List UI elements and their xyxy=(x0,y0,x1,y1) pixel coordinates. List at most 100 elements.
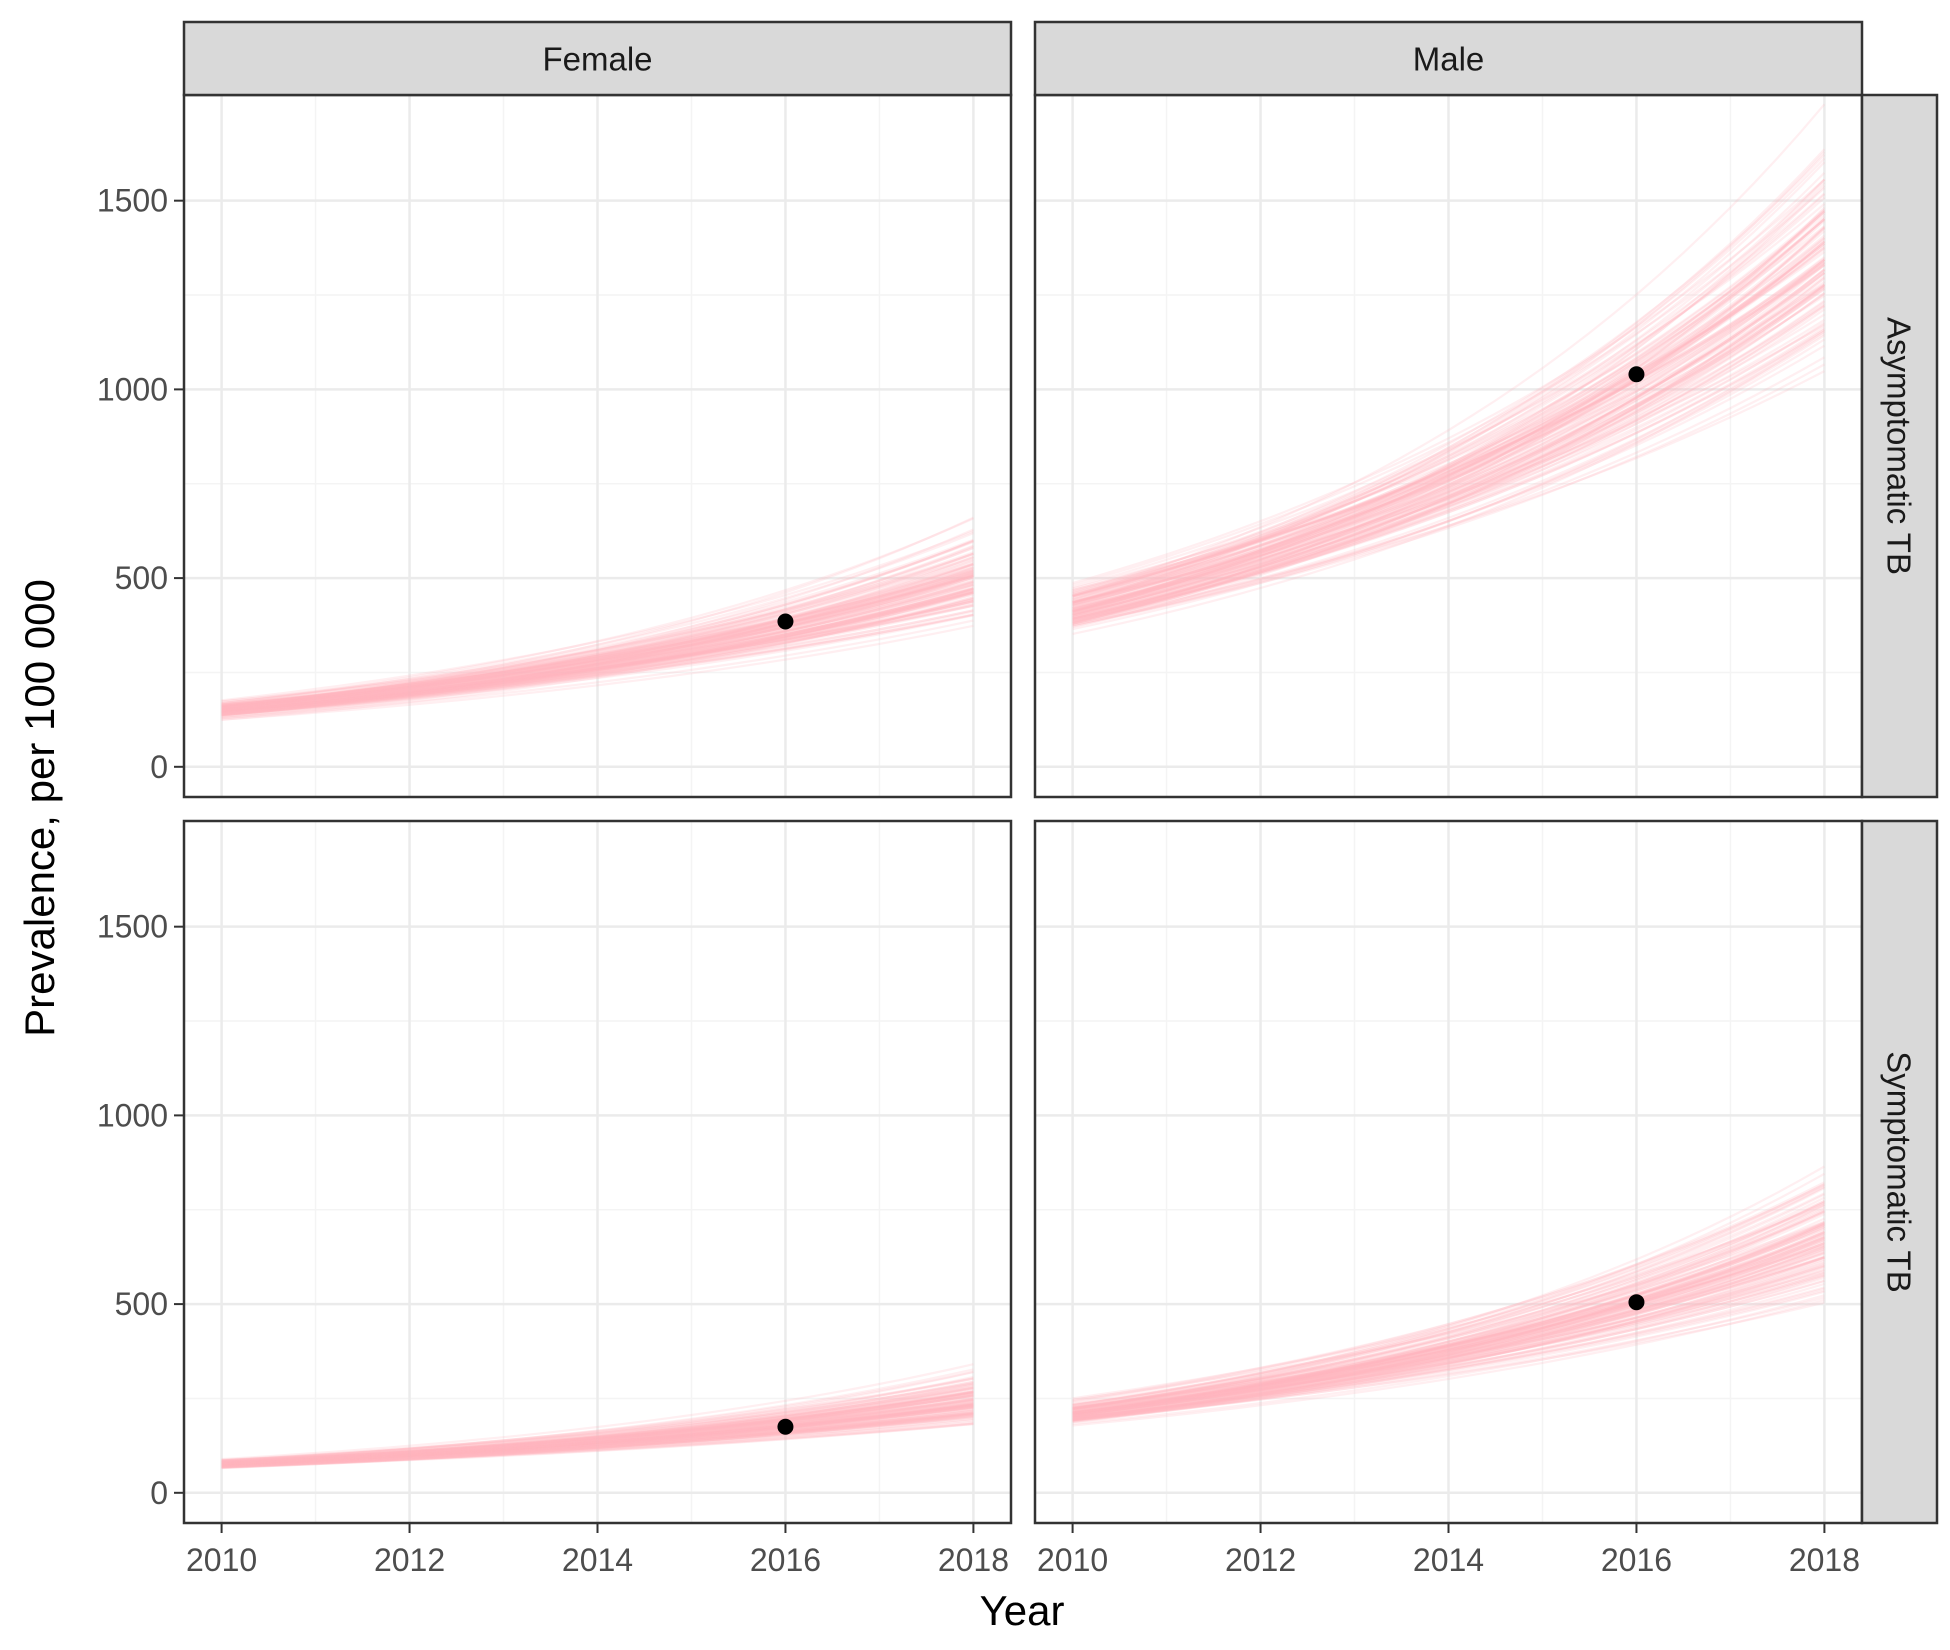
simulation-line xyxy=(1072,1213,1825,1415)
simulation-line xyxy=(1072,1193,1825,1410)
simulation-line xyxy=(1072,1248,1825,1422)
simulation-line xyxy=(1072,1225,1825,1416)
simulation-line xyxy=(221,1386,974,1465)
simulation-line xyxy=(221,1406,974,1468)
simulation-line xyxy=(221,591,974,713)
simulation-line xyxy=(1072,238,1826,611)
simulation-line xyxy=(221,1398,974,1469)
simulation-line xyxy=(221,599,974,717)
simulation-line xyxy=(221,575,974,715)
simulation-line xyxy=(221,1408,974,1467)
simulation-line xyxy=(1072,1236,1825,1410)
simulation-line xyxy=(221,1363,974,1461)
simulation-line xyxy=(1072,1211,1825,1409)
simulation-line xyxy=(1072,1246,1825,1420)
simulation-line xyxy=(221,587,974,714)
facet-label-symptomatic-tb: Symptomatic TB xyxy=(1881,1051,1918,1292)
simulation-line xyxy=(1072,251,1826,590)
simulation-line xyxy=(221,582,974,707)
simulation-line xyxy=(221,603,974,712)
simulation-line xyxy=(221,1419,974,1468)
simulation-line xyxy=(1072,242,1826,603)
simulation-line xyxy=(1072,1273,1825,1415)
simulation-line xyxy=(221,590,974,714)
simulation-line xyxy=(1072,1252,1825,1413)
simulation-line xyxy=(1072,1287,1825,1420)
simulation-line xyxy=(221,1368,974,1463)
simulation-line xyxy=(1072,299,1826,619)
simulation-line xyxy=(1072,172,1826,601)
simulation-line xyxy=(221,1403,974,1466)
simulation-line xyxy=(221,1390,974,1467)
simulation-line xyxy=(1072,240,1826,613)
simulation-line xyxy=(221,1416,974,1465)
simulation-line xyxy=(1072,1276,1825,1420)
simulation-line xyxy=(221,566,974,711)
simulation-line xyxy=(221,572,974,715)
simulation-line xyxy=(221,1406,974,1465)
simulation-line xyxy=(221,1403,974,1468)
simulation-line xyxy=(221,1400,974,1467)
simulation-line xyxy=(1072,227,1826,611)
simulation-line xyxy=(1072,240,1826,617)
simulation-line xyxy=(221,600,974,712)
simulation-line xyxy=(1072,225,1826,595)
x-tick-label: 2012 xyxy=(1225,1542,1296,1578)
simulation-line xyxy=(1072,330,1826,635)
simulation-line xyxy=(221,1387,974,1464)
simulation-line xyxy=(221,1394,974,1464)
simulation-line xyxy=(221,1406,974,1466)
simulation-line xyxy=(221,580,974,713)
simulation-line xyxy=(1072,208,1826,612)
simulation-line xyxy=(1072,1203,1825,1400)
simulation-line xyxy=(221,1385,974,1462)
simulation-line xyxy=(1072,271,1826,629)
simulation-line xyxy=(1072,193,1826,601)
simulation-line xyxy=(1072,1298,1825,1427)
simulation-line xyxy=(1072,338,1825,627)
simulation-line xyxy=(221,540,974,707)
simulation-line xyxy=(1072,1247,1825,1416)
simulation-line xyxy=(221,575,974,706)
simulation-line xyxy=(1072,283,1826,598)
simulation-line xyxy=(221,556,974,703)
simulation-line xyxy=(1072,1264,1825,1414)
simulation-line xyxy=(1072,1192,1825,1407)
simulation-line xyxy=(221,1402,974,1467)
observed-point xyxy=(777,613,794,630)
simulation-line xyxy=(1072,330,1825,617)
axes-layer: 0 500 1000 1500 0 500 1000 1500 2010 2012 2014 2016… xyxy=(97,183,1860,1578)
simulation-line xyxy=(221,568,974,707)
simulation-line xyxy=(1072,1196,1825,1412)
simulation-line xyxy=(1072,187,1826,587)
simulation-line xyxy=(221,558,974,707)
simulation-line xyxy=(221,555,974,717)
simulation-line xyxy=(221,1404,974,1463)
simulation-line xyxy=(1072,1186,1825,1410)
simulation-line xyxy=(221,1418,974,1466)
simulation-line xyxy=(221,1403,974,1465)
simulation-line xyxy=(1072,1274,1825,1416)
y-tick-label: 500 xyxy=(115,1286,168,1322)
simulation-line xyxy=(221,1391,974,1465)
simulation-line xyxy=(1072,227,1826,617)
simulation-line xyxy=(221,1405,974,1468)
simulation-line xyxy=(1072,288,1826,616)
simulation-line xyxy=(1072,1242,1825,1417)
simulation-line xyxy=(221,1387,974,1466)
facet-label-asymptomatic-tb: Asymptomatic TB xyxy=(1881,317,1918,575)
simulation-line xyxy=(221,1411,974,1466)
simulation-line xyxy=(221,1405,974,1465)
simulation-line xyxy=(1072,1261,1825,1416)
simulation-line xyxy=(221,1413,974,1465)
simulation-line xyxy=(221,1412,974,1469)
facet-strips: Female Male Asymptomatic TB Symptomatic TB xyxy=(182,20,1939,1525)
simulation-line xyxy=(1072,1201,1825,1406)
simulation-line xyxy=(1072,1222,1825,1417)
simulation-line xyxy=(1072,1220,1825,1401)
simulation-line xyxy=(1072,284,1826,615)
simulation-line xyxy=(1072,259,1826,596)
x-tick-label: 2012 xyxy=(374,1542,445,1578)
facet-strip-symptomatic-tb xyxy=(1860,819,1939,1525)
simulation-line xyxy=(221,1385,974,1466)
